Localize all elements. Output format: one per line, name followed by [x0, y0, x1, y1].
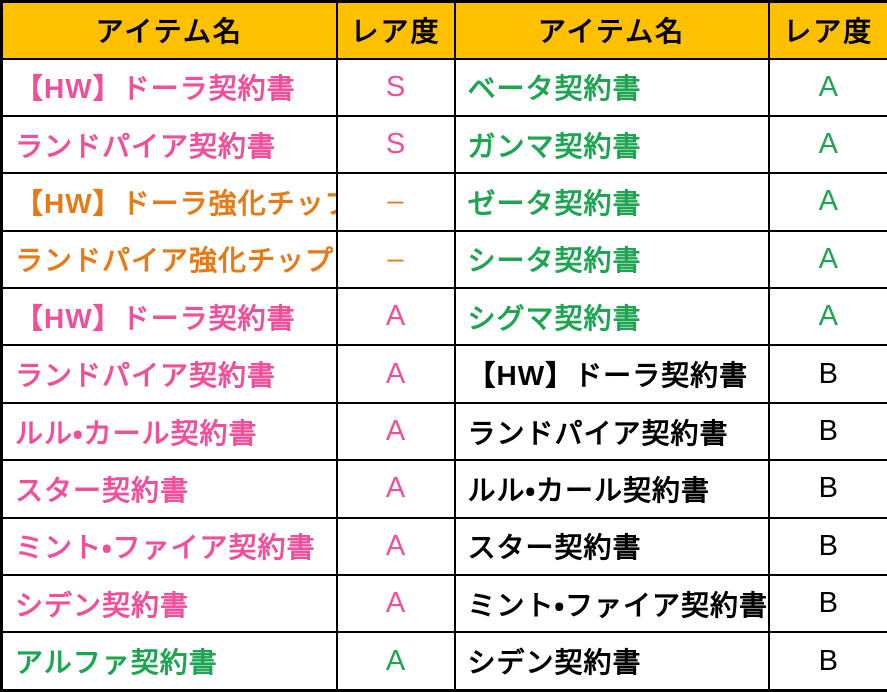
table-row: シデン契約書 A ミント・ファイア契約書 B	[0, 574, 887, 634]
item-name-right: ベータ契約書	[453, 57, 770, 117]
item-name-right: ルル・カール契約書	[453, 459, 770, 519]
item-name-right: ランドパイア契約書	[453, 401, 770, 462]
item-name-left: 【HW】ドーラ契約書	[0, 287, 338, 347]
item-name-right: スター契約書	[453, 516, 770, 577]
item-name-right: ゼータ契約書	[453, 172, 770, 232]
item-name-right: 【HW】ドーラ契約書	[453, 344, 770, 404]
rarity-left: –	[335, 172, 456, 232]
table-row: ランドパイア契約書 A 【HW】ドーラ契約書 B	[0, 344, 887, 404]
rarity-right: A	[767, 229, 887, 290]
rarity-right: B	[767, 631, 887, 692]
rarity-right: A	[767, 57, 887, 117]
item-name-left: ランドパイア契約書	[0, 344, 338, 404]
rarity-right: A	[767, 287, 887, 347]
table-body: 【HW】ドーラ契約書 S ベータ契約書 A ランドパイア契約書 S ガンマ契約書…	[0, 57, 887, 692]
rarity-left: A	[335, 287, 456, 347]
header-item-name-right: アイテム名	[453, 0, 770, 60]
rarity-right: B	[767, 459, 887, 519]
header-item-name-left: アイテム名	[0, 0, 338, 60]
header-rarity-right: レア度	[767, 0, 887, 60]
item-name-right: シグマ契約書	[453, 287, 770, 347]
header-rarity-left: レア度	[335, 0, 456, 60]
rarity-left: A	[335, 574, 456, 634]
table-row: ミント・ファイア契約書 A スター契約書 B	[0, 516, 887, 577]
rarity-left: S	[335, 57, 456, 117]
item-name-left: シデン契約書	[0, 574, 338, 634]
table-row: 【HW】ドーラ強化チップ – ゼータ契約書 A	[0, 172, 887, 232]
table-row: スター契約書 A ルル・カール契約書 B	[0, 459, 887, 519]
item-name-right: シータ契約書	[453, 229, 770, 290]
item-name-left: ランドパイア強化チップ	[0, 229, 338, 290]
rarity-right: B	[767, 516, 887, 577]
item-name-right: シデン契約書	[453, 631, 770, 692]
rarity-left: A	[335, 344, 456, 404]
rarity-right: B	[767, 574, 887, 634]
item-name-right: ガンマ契約書	[453, 114, 770, 175]
rarity-left: A	[335, 631, 456, 692]
item-name-left: ルル・カール契約書	[0, 401, 338, 462]
header-row: アイテム名 レア度 アイテム名 レア度	[0, 0, 887, 60]
rarity-left: –	[335, 229, 456, 290]
rarity-left: S	[335, 114, 456, 175]
item-name-left: 【HW】ドーラ強化チップ	[0, 172, 338, 232]
table-row: ルル・カール契約書 A ランドパイア契約書 B	[0, 401, 887, 462]
table-row: ランドパイア契約書 S ガンマ契約書 A	[0, 114, 887, 175]
table-row: アルファ契約書 A シデン契約書 B	[0, 631, 887, 692]
table-row: 【HW】ドーラ契約書 A シグマ契約書 A	[0, 287, 887, 347]
item-name-left: ミント・ファイア契約書	[0, 516, 338, 577]
rarity-left: A	[335, 516, 456, 577]
rarity-left: A	[335, 459, 456, 519]
item-name-left: ランドパイア契約書	[0, 114, 338, 175]
table-row: ランドパイア強化チップ – シータ契約書 A	[0, 229, 887, 290]
item-name-left: アルファ契約書	[0, 631, 338, 692]
rarity-right: A	[767, 172, 887, 232]
item-name-left: スター契約書	[0, 459, 338, 519]
item-name-left: 【HW】ドーラ契約書	[0, 57, 338, 117]
table-row: 【HW】ドーラ契約書 S ベータ契約書 A	[0, 57, 887, 117]
item-name-right: ミント・ファイア契約書	[453, 574, 770, 634]
rarity-left: A	[335, 401, 456, 462]
rarity-right: B	[767, 344, 887, 404]
rarity-right: A	[767, 114, 887, 175]
rarity-right: B	[767, 401, 887, 462]
